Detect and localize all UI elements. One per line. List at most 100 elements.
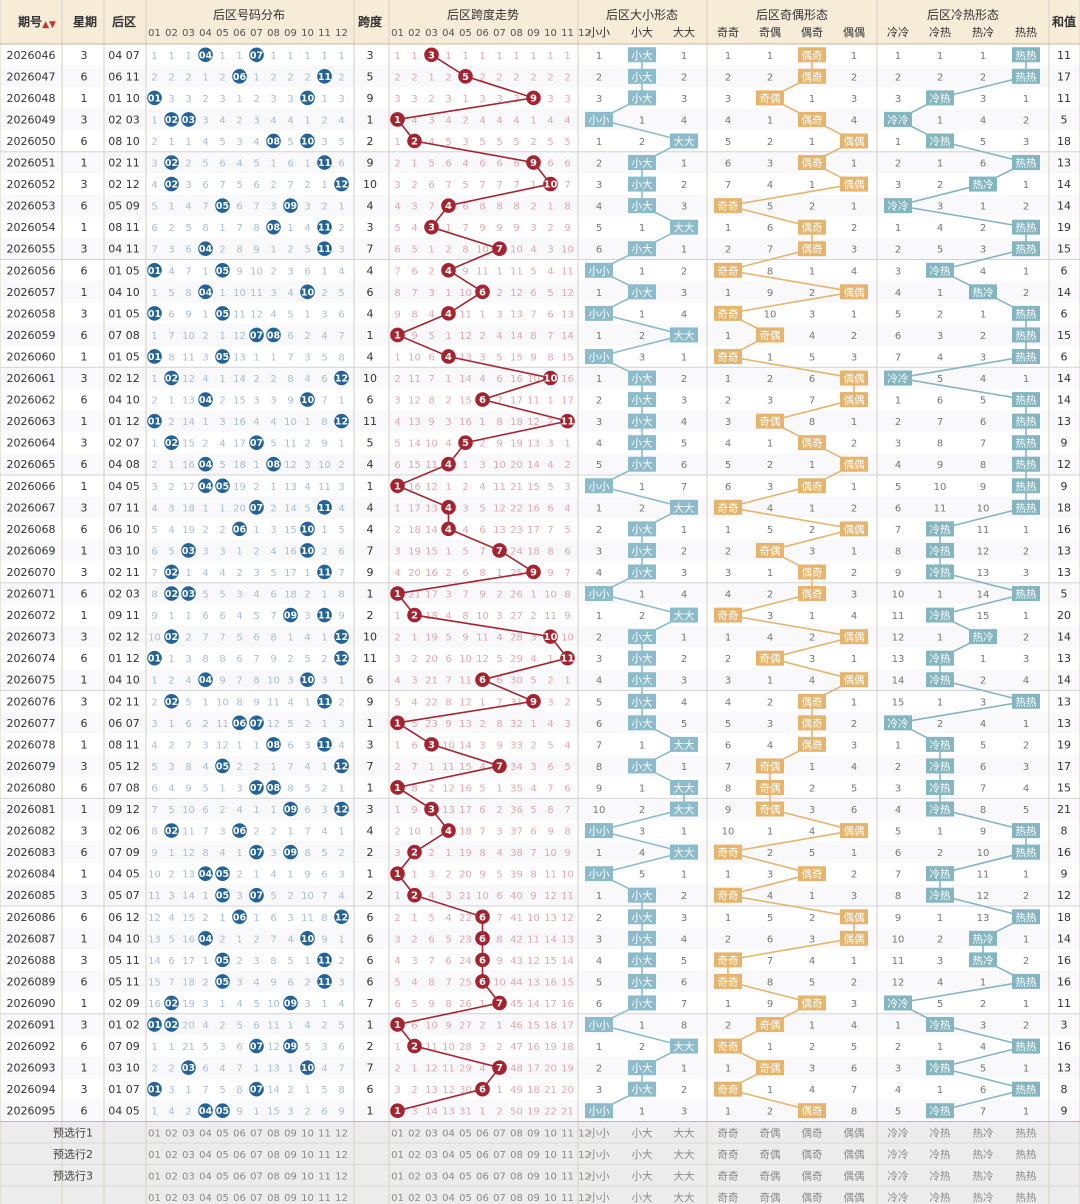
footer-span-num: 09 (527, 1150, 540, 1161)
omit-count: 2 (513, 72, 519, 83)
period-cell: 2026094 (7, 1083, 56, 1096)
omit-count: 4 (809, 956, 815, 967)
sort-icon[interactable]: ▲▼ (42, 20, 56, 30)
coldhot-mark-label: 热冷 (973, 954, 994, 967)
oddeven-mark-label: 奇奇 (718, 609, 739, 622)
ball-mark (164, 112, 179, 127)
size-mark (628, 758, 656, 774)
weekday-cell: 3 (81, 437, 88, 450)
footer-ch: 冷冷 (888, 1148, 909, 1161)
omit-count: 2 (185, 1107, 191, 1118)
size-mark-label: 小大 (632, 437, 653, 450)
omit-count: 43 (510, 956, 523, 967)
omit-count: 3 (767, 870, 773, 881)
omit-count: 3 (809, 654, 815, 665)
ball-mark (249, 780, 264, 795)
coldhot-mark-label: 热热 (1016, 846, 1038, 859)
omit-count: 2 (219, 245, 225, 256)
omit-count: 19 (408, 546, 421, 557)
footer-label: 预选行2 (53, 1148, 93, 1161)
omit-count: 11 (892, 611, 905, 622)
size-mark-label: 小大 (632, 566, 653, 579)
omit-count: 14 (459, 374, 472, 385)
span-value: 7 (367, 544, 374, 557)
coldhot-mark (1012, 413, 1040, 429)
omit-count: 3 (767, 719, 773, 730)
omit-count: 4 (596, 202, 602, 213)
omit-count: 2 (895, 245, 901, 256)
ball-mark (300, 284, 315, 300)
omit-count: 4 (304, 482, 310, 493)
omit-count: 14 (182, 417, 195, 428)
omit-count: 6 (564, 783, 570, 794)
omit-count: 4 (895, 1085, 901, 1096)
omit-count: 13 (892, 654, 905, 665)
footer-num: 06 (233, 1171, 246, 1182)
ball-mark (317, 693, 332, 709)
size-mark (585, 262, 613, 278)
back-numbers-cell: 06 12 (108, 911, 140, 924)
omit-count: 1 (338, 202, 344, 213)
footer-num: 07 (250, 1193, 263, 1204)
weekday-cell: 6 (81, 329, 88, 342)
ball-label: 03 (182, 115, 195, 126)
omit-count: 8 (564, 590, 570, 601)
back-numbers-cell: 02 03 (108, 588, 140, 601)
omit-count: 18 (408, 525, 421, 536)
omit-count: 2 (496, 805, 502, 816)
omit-count: 4 (202, 137, 208, 148)
header-period[interactable]: 期号 (18, 14, 42, 29)
span-mark-label: 10 (544, 632, 558, 643)
period-cell: 2026076 (7, 695, 56, 708)
omit-count: 11 (408, 374, 421, 385)
footer-oe: 奇奇 (718, 1148, 739, 1161)
header-weekday: 星期 (73, 14, 97, 29)
header-num-label: 10 (301, 28, 314, 39)
omit-count: 1 (809, 460, 815, 471)
omit-count: 10 (892, 590, 905, 601)
back-numbers-cell: 01 07 (108, 1083, 140, 1096)
ball-label: 10 (301, 934, 315, 945)
omit-count: 7 (219, 180, 225, 191)
omit-count: 3 (287, 676, 293, 687)
size-mark-label: 大大 (674, 803, 695, 816)
omit-count: 8 (202, 654, 208, 665)
omit-count: 4 (253, 417, 259, 428)
ball-mark (181, 543, 196, 558)
omit-count: 1 (253, 460, 259, 471)
period-cell: 2026069 (7, 544, 56, 557)
omit-count: 2 (1023, 115, 1029, 126)
ball-label: 05 (216, 201, 229, 212)
omit-count: 6 (809, 374, 815, 385)
omit-count: 3 (564, 719, 570, 730)
omit-count: 3 (496, 827, 502, 838)
back-numbers-cell: 08 10 (108, 135, 140, 148)
period-cell: 2026053 (7, 200, 56, 213)
coldhot-mark-label: 冷热 (930, 1062, 951, 1075)
span-value: 1 (367, 717, 374, 730)
omit-count: 4 (338, 266, 344, 277)
omit-count: 11 (284, 439, 297, 450)
size-mark (628, 241, 656, 257)
span-mark-label: 2 (411, 891, 418, 902)
omit-count: 3 (496, 309, 502, 320)
back-numbers-cell: 03 10 (108, 544, 140, 557)
span-mark (424, 47, 439, 63)
omit-count: 9 (338, 1107, 344, 1118)
omit-count: 13 (442, 805, 455, 816)
coldhot-mark (1012, 392, 1040, 408)
coldhot-mark (926, 1017, 954, 1033)
omit-count: 11 (267, 1021, 280, 1032)
omit-count: 5 (596, 977, 602, 988)
omit-count: 3 (851, 891, 857, 902)
omit-count: 5 (151, 202, 157, 213)
omit-count: 6 (287, 159, 293, 170)
omit-count: 8 (547, 546, 553, 557)
header-span: 跨度 (358, 14, 383, 29)
omit-count: 2 (151, 460, 157, 471)
weekday-cell: 1 (81, 738, 88, 751)
sum-value: 8 (1061, 1083, 1068, 1096)
omit-count: 9 (895, 913, 901, 924)
omit-count: 17 (544, 999, 557, 1010)
omit-count: 9 (564, 223, 570, 234)
